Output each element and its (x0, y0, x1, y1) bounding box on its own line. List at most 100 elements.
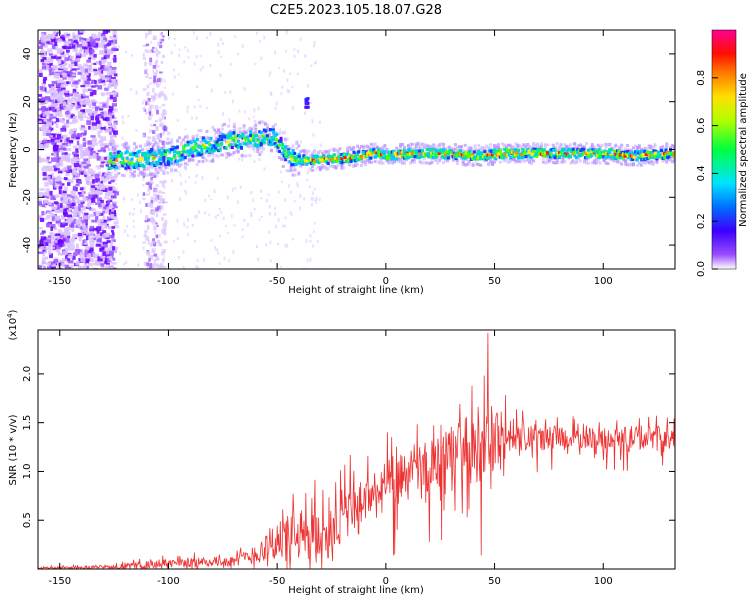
heatmap-cell (176, 163, 180, 167)
heatmap-cell (493, 143, 497, 147)
heatmap-cell (309, 167, 313, 171)
heatmap-cell (108, 106, 114, 111)
heatmap-cell (162, 145, 166, 149)
heatmap-cell (483, 158, 487, 162)
heatmap-cell (83, 243, 88, 247)
heatmap-cell (655, 150, 659, 154)
heatmap-cell (313, 44, 316, 48)
heatmap-cell (226, 136, 230, 140)
heatmap-cell (92, 137, 97, 141)
heatmap-cell (100, 35, 105, 39)
heatmap-cell (47, 179, 52, 183)
heatmap-cell (86, 120, 91, 125)
heatmap-cell (95, 189, 99, 193)
heatmap-cell (255, 137, 259, 141)
heatmap-cell (144, 173, 148, 177)
heatmap-cell (164, 156, 168, 160)
heatmap-cell (86, 82, 92, 88)
heatmap-cell (331, 160, 335, 164)
heatmap-cell (253, 144, 257, 148)
heatmap-cell (97, 256, 103, 262)
heatmap-cell (97, 85, 103, 90)
heatmap-cell (163, 128, 166, 131)
heatmap-cell (185, 134, 189, 138)
heatmap-cell (89, 175, 93, 180)
heatmap-cell (310, 203, 313, 207)
heatmap-cell (108, 72, 112, 76)
heatmap-cell (196, 259, 199, 262)
heatmap-cell (296, 72, 299, 75)
heatmap-cell (64, 234, 68, 238)
heatmap-cell (113, 157, 117, 161)
heatmap-cell (451, 150, 455, 154)
heatmap-cell (103, 261, 108, 265)
heatmap-cell (195, 55, 198, 59)
heatmap-cell (381, 155, 385, 160)
heatmap-cell (142, 183, 145, 187)
heatmap-cell (477, 155, 481, 159)
heatmap-cell (44, 96, 48, 100)
heatmap-cell (107, 112, 112, 115)
heatmap-cell (194, 215, 197, 219)
heatmap-cell (649, 144, 653, 148)
heatmap-cell (214, 215, 217, 219)
heatmap-cell (199, 140, 203, 144)
heatmap-cell (168, 157, 172, 161)
heatmap-cell (319, 155, 323, 159)
heatmap-cell (539, 144, 543, 148)
heatmap-cell (180, 156, 184, 160)
heatmap-cell (43, 76, 48, 81)
heatmap-cell (99, 185, 106, 191)
heatmap-cell (483, 146, 487, 150)
heatmap-cell (47, 140, 51, 144)
heatmap-cell (176, 237, 179, 241)
heatmap-cell (518, 160, 522, 164)
heatmap-cell (80, 74, 85, 80)
heatmap-cell (273, 140, 277, 144)
heatmap-cell (60, 135, 64, 139)
heatmap-cell (145, 235, 150, 241)
heatmap-cell (41, 53, 46, 59)
heatmap-cell (209, 147, 213, 152)
heatmap-cell (581, 145, 585, 149)
heatmap-cell (369, 156, 373, 160)
heatmap-cell (95, 113, 101, 117)
heatmap-cell (148, 108, 152, 112)
heatmap-cell (200, 150, 204, 154)
heatmap-cell (669, 146, 673, 150)
heatmap-cell (94, 216, 99, 221)
heatmap-cell (285, 150, 289, 154)
heatmap-cell (649, 154, 653, 158)
heatmap-cell (466, 151, 470, 155)
heatmap-cell (48, 73, 52, 77)
heatmap-cell (295, 146, 299, 150)
heatmap-cell (204, 140, 208, 144)
heatmap-cell (97, 197, 102, 202)
heatmap-cell (629, 155, 633, 159)
heatmap-cell (57, 88, 61, 93)
heatmap-cell (387, 160, 391, 164)
heatmap-cell (162, 152, 166, 156)
heatmap-cell (161, 38, 165, 42)
heatmap-cell (113, 54, 117, 59)
heatmap-cell (268, 135, 272, 139)
heatmap-cell (583, 160, 587, 164)
heatmap-cell (230, 214, 233, 218)
heatmap-cell (298, 206, 301, 211)
heatmap-cell (158, 201, 162, 204)
heatmap-cell (111, 195, 117, 199)
heatmap-cell (498, 160, 502, 164)
heatmap-cell (57, 107, 62, 112)
heatmap-cell (346, 152, 350, 157)
heatmap-cell (341, 155, 345, 159)
heatmap-cell (316, 155, 320, 159)
heatmap-cell (82, 169, 87, 173)
heatmap-cell (66, 209, 71, 213)
heatmap-cell (155, 222, 158, 225)
heatmap-y-tick-label: 0 (22, 146, 33, 152)
heatmap-cell (270, 142, 274, 147)
heatmap-cell (152, 95, 157, 100)
heatmap-cell (108, 191, 113, 196)
heatmap-cell (307, 84, 310, 88)
heatmap-cell (474, 155, 478, 159)
